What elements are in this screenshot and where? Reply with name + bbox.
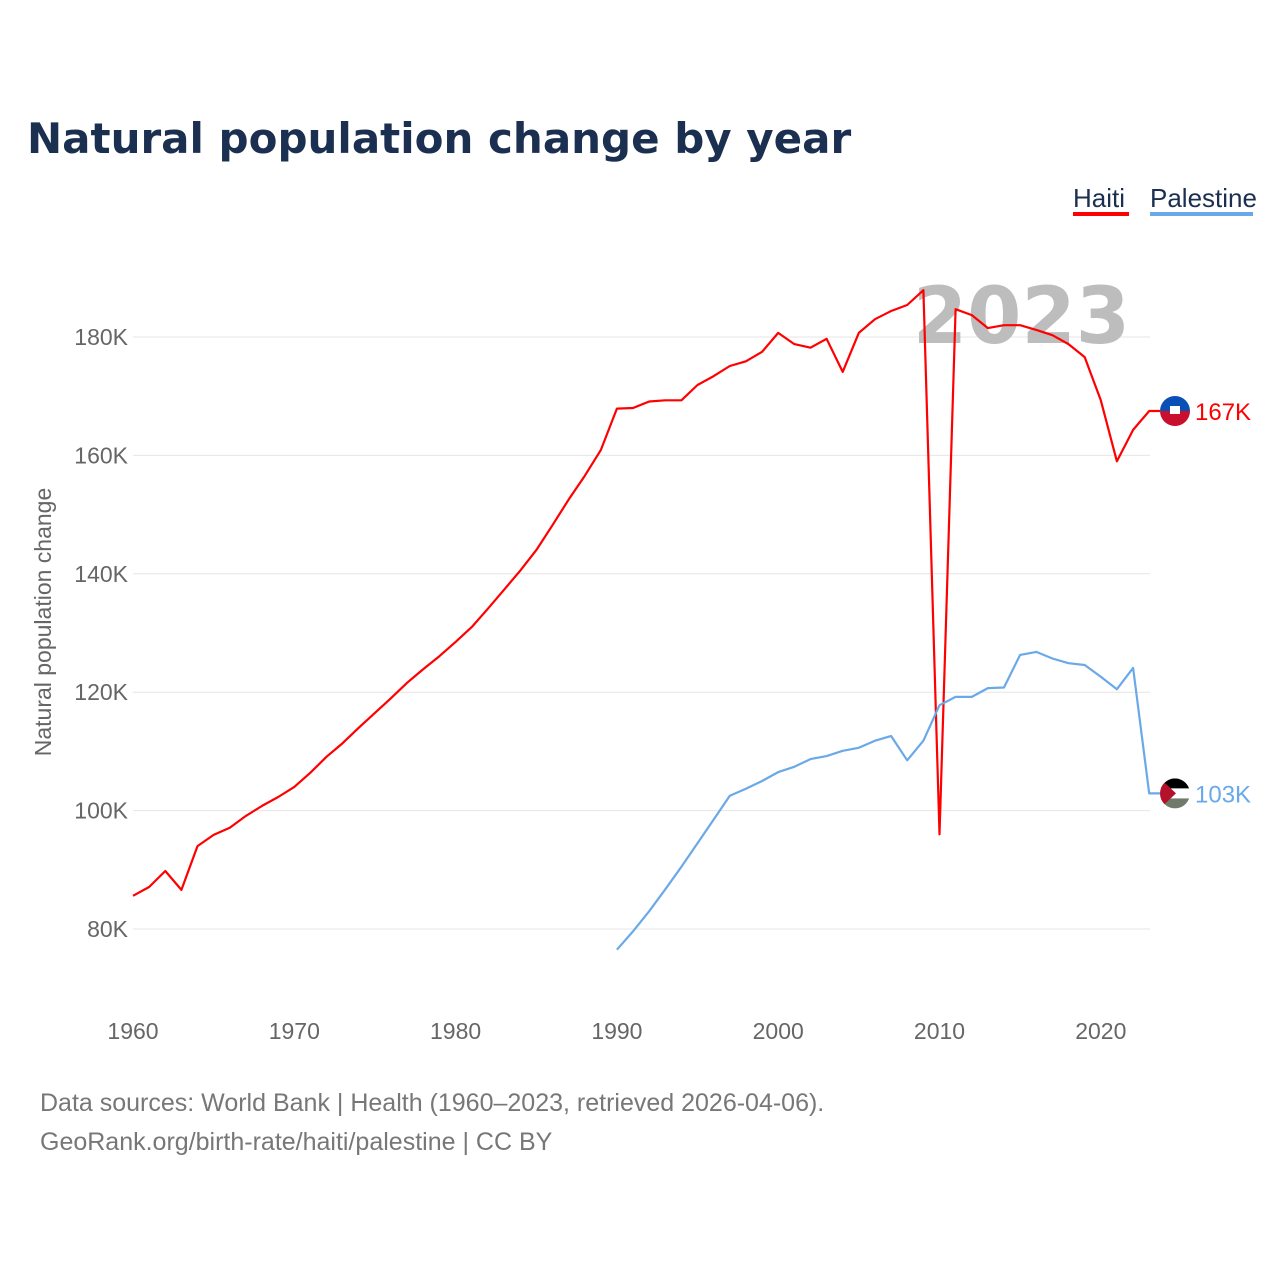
current-year-watermark: 2023 xyxy=(913,272,1130,362)
y-tick-label: 100K xyxy=(74,798,128,824)
y-tick-label: 80K xyxy=(87,916,129,942)
chart-title: Natural population change by year xyxy=(27,114,851,163)
haiti-flag-icon xyxy=(1160,396,1190,426)
palestine-flag-icon xyxy=(1160,778,1190,809)
footer-attribution[interactable]: GeoRank.org/birth-rate/haiti/palestine |… xyxy=(40,1128,553,1156)
y-tick-label: 180K xyxy=(74,324,128,350)
x-tick-label: 1970 xyxy=(269,1018,320,1044)
x-tick-label: 2020 xyxy=(1075,1018,1126,1044)
end-value-label-haiti: 167K xyxy=(1195,399,1251,426)
y-tick-label: 120K xyxy=(74,679,128,705)
end-value-label-palestine: 103K xyxy=(1195,781,1251,808)
series-line-palestine xyxy=(616,650,1160,951)
y-tick-label: 140K xyxy=(74,561,128,587)
legend-label: Palestine xyxy=(1150,183,1257,213)
footer-sources: Data sources: World Bank | Health (1960–… xyxy=(40,1089,824,1117)
y-axis-label: Natural population change xyxy=(30,488,56,757)
x-tick-label: 1990 xyxy=(591,1018,642,1044)
legend-item-palestine[interactable]: Palestine xyxy=(1150,183,1257,216)
x-tick-label: 2010 xyxy=(914,1018,965,1044)
series-line-haiti xyxy=(132,289,1160,897)
legend-swatch xyxy=(1150,212,1253,216)
x-tick-label: 1980 xyxy=(430,1018,481,1044)
legend-item-haiti[interactable]: Haiti xyxy=(1073,183,1129,216)
legend-swatch xyxy=(1073,212,1129,216)
legend-label: Haiti xyxy=(1073,183,1125,213)
x-tick-label: 1960 xyxy=(107,1018,158,1044)
x-tick-label: 2000 xyxy=(753,1018,804,1044)
y-tick-label: 160K xyxy=(74,442,128,468)
